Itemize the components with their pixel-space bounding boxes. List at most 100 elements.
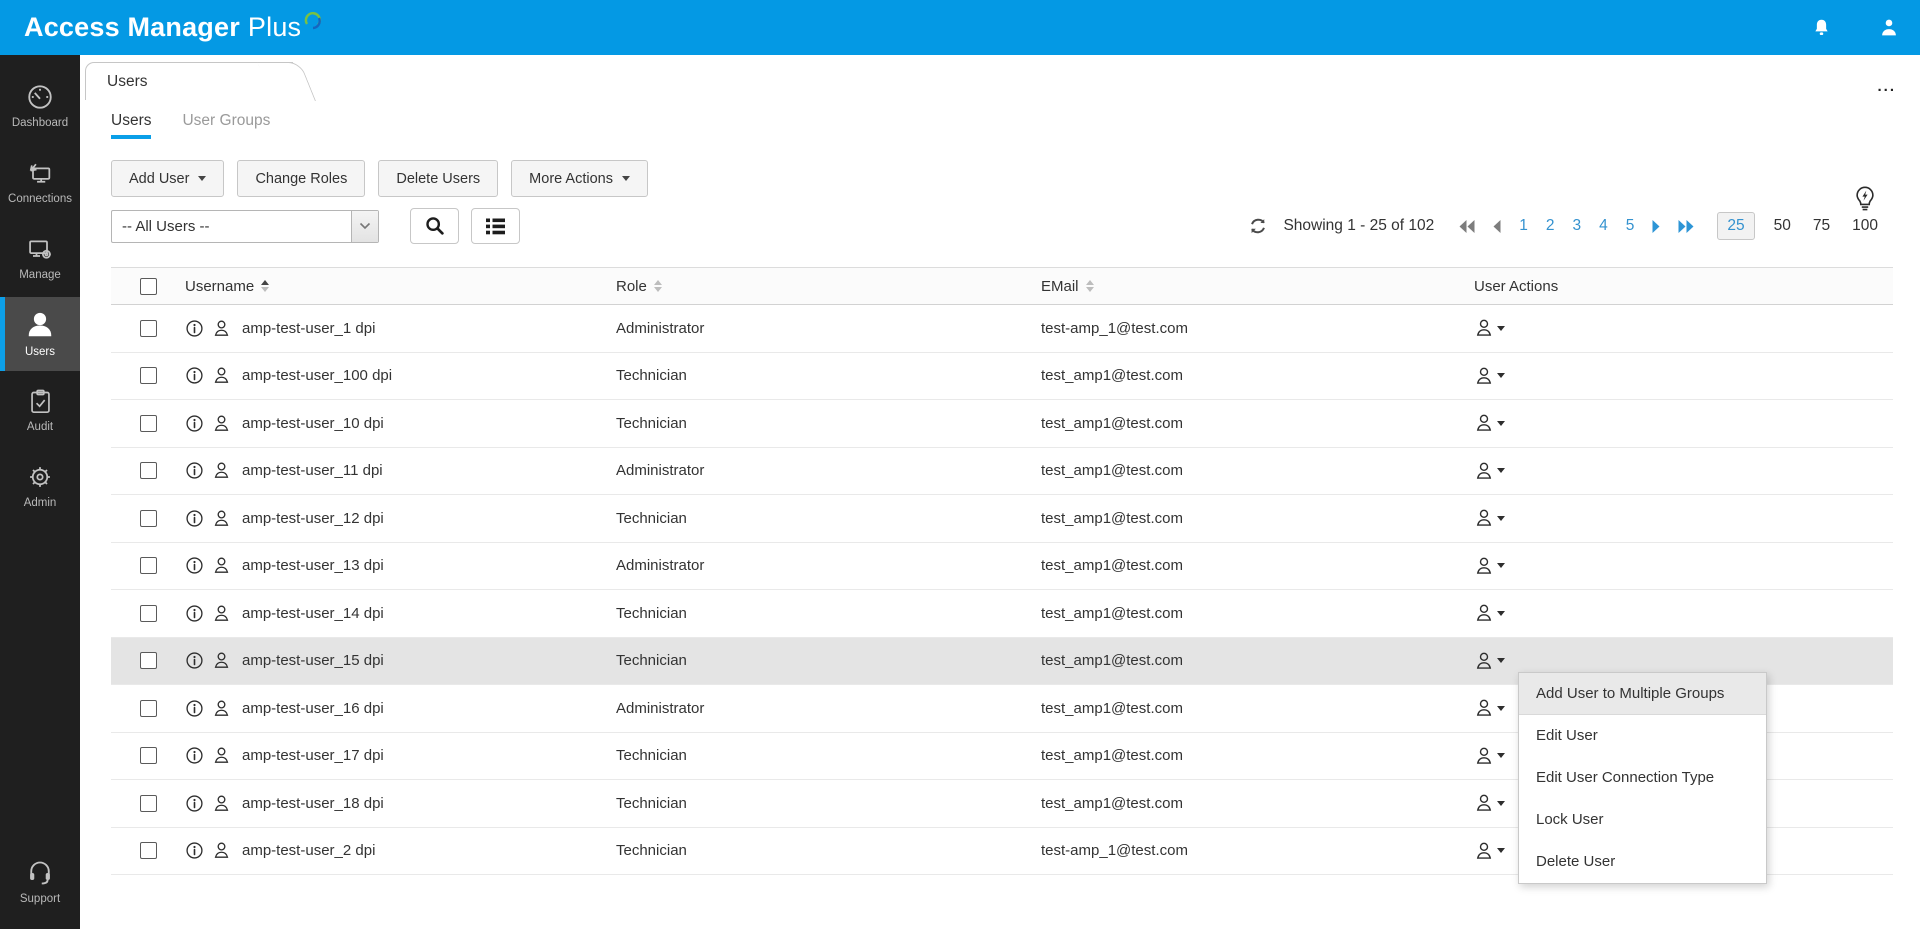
info-icon[interactable] [185,509,204,528]
account-user-icon[interactable] [1878,17,1900,39]
context-menu-item[interactable]: Add User to Multiple Groups [1519,673,1766,715]
sidebar-item-audit[interactable]: Audit [0,373,80,447]
user-action-icon [1476,414,1492,432]
info-icon[interactable] [185,414,204,433]
sidebar-item-connections[interactable]: Connections [0,145,80,219]
filter-bar: -- All Users -- [111,208,1889,244]
user-action-icon [1476,509,1492,527]
info-icon[interactable] [185,604,204,623]
sort-role-icon[interactable] [653,279,662,293]
row-checkbox[interactable] [139,319,157,337]
sort-username-icon[interactable] [261,279,270,293]
role-text: Technician [616,794,687,812]
prev-page-button[interactable] [1492,219,1502,234]
page-number[interactable]: 3 [1572,217,1582,234]
tips-bulb-icon[interactable] [1852,185,1878,218]
subtab-user-groups[interactable]: User Groups [182,112,271,129]
chevron-down-icon [1497,848,1505,854]
sidebar-item-dashboard[interactable]: Dashboard [0,69,80,143]
sort-email-icon[interactable] [1085,279,1094,293]
username-text: amp-test-user_13 dpi [242,557,384,575]
subtab-users[interactable]: Users [111,112,152,139]
email-text: test_amp1@test.com [1041,747,1183,765]
sidebar-item-manage[interactable]: Manage [0,221,80,295]
email-text: test-amp_1@test.com [1041,319,1188,337]
tab-users[interactable]: Users [85,62,293,100]
refresh-icon[interactable] [1247,215,1269,237]
page-size-50[interactable]: 50 [1773,217,1791,234]
notifications-bell-icon[interactable] [1811,17,1832,39]
user-actions-menu-button[interactable] [1474,698,1893,718]
info-icon[interactable] [185,841,204,860]
search-button[interactable] [410,208,459,244]
row-checkbox[interactable] [139,414,157,432]
row-checkbox[interactable] [139,509,157,527]
select-all-checkbox[interactable] [139,277,157,295]
row-checkbox[interactable] [139,747,157,765]
add-user-button[interactable]: Add User [111,160,225,197]
sidebar-item-users[interactable]: Users [0,297,80,371]
table-body: amp-test-user_1 dpi Administrator test-a… [111,305,1893,875]
row-checkbox[interactable] [139,367,157,385]
user-action-icon [1476,319,1492,337]
page-size-25-selected[interactable]: 25 [1717,212,1755,240]
table-row: amp-test-user_100 dpi Technician test_am… [111,353,1893,400]
context-menu-item[interactable]: Lock User [1536,811,1604,828]
tab-overflow-ellipsis-icon[interactable]: ... [1877,78,1896,95]
info-icon[interactable] [185,699,204,718]
row-checkbox[interactable] [139,842,157,860]
info-icon[interactable] [185,746,204,765]
page-size-75[interactable]: 75 [1812,217,1831,234]
next-page-button[interactable] [1651,219,1661,234]
info-icon[interactable] [185,461,204,480]
user-filter-select[interactable]: -- All Users -- [111,209,379,243]
user-actions-menu-button[interactable] [1474,793,1893,813]
user-actions-menu-button[interactable] [1474,651,1893,671]
toolbar: Add User Change Roles Delete Users More … [111,160,1920,197]
page-size-100[interactable]: 100 [1852,217,1878,234]
row-checkbox[interactable] [139,462,157,480]
user-actions-menu-button[interactable] [1474,461,1893,481]
context-menu-item[interactable]: Edit User Connection Type [1536,769,1715,786]
row-checkbox[interactable] [139,604,157,622]
delete-users-button[interactable]: Delete Users [378,160,499,197]
page-number[interactable]: 2 [1545,217,1555,234]
last-page-button[interactable] [1677,219,1695,234]
user-actions-menu-button[interactable] [1474,413,1893,433]
email-text: test-amp_1@test.com [1041,842,1188,860]
user-actions-menu-button[interactable] [1474,508,1893,528]
username-text: amp-test-user_2 dpi [242,842,376,860]
user-actions-menu-button[interactable] [1474,366,1893,386]
user-actions-menu-button[interactable] [1474,556,1893,576]
change-roles-button[interactable]: Change Roles [237,160,366,197]
info-icon[interactable] [185,319,204,338]
row-checkbox[interactable] [139,794,157,812]
sidebar-item-support[interactable]: Support [0,845,80,919]
chevron-down-icon [1497,563,1505,569]
first-page-button[interactable] [1458,219,1476,234]
page-number[interactable]: 5 [1625,217,1635,234]
info-icon[interactable] [185,556,204,575]
page-number[interactable]: 4 [1599,217,1608,234]
context-menu-item[interactable]: Delete User [1536,853,1616,870]
info-icon[interactable] [185,366,204,385]
chevron-down-icon [1497,658,1505,664]
user-actions-menu-button[interactable] [1474,603,1893,623]
more-actions-button[interactable]: More Actions [511,160,648,197]
add-user-label: Add User [129,170,190,187]
info-icon[interactable] [185,651,204,670]
page-number[interactable]: 1 [1519,217,1528,234]
row-checkbox[interactable] [139,652,157,670]
user-actions-menu-button[interactable] [1474,746,1893,766]
user-actions-menu-button[interactable] [1474,841,1893,861]
row-checkbox[interactable] [139,557,157,575]
column-chooser-button[interactable] [471,208,520,244]
info-icon[interactable] [185,794,204,813]
sidebar-item-admin[interactable]: Admin [0,449,80,523]
row-checkbox[interactable] [139,699,157,717]
user-actions-menu-button[interactable] [1474,318,1893,338]
context-menu-item[interactable]: Edit User [1536,727,1598,744]
chevron-down-icon [1497,753,1505,759]
user-avatar-icon [214,320,229,336]
